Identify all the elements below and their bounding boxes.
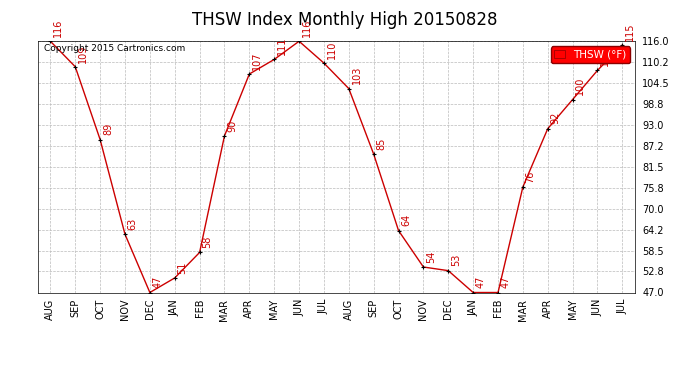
Text: 92: 92 [551, 112, 560, 125]
Point [244, 71, 255, 77]
Text: 116: 116 [53, 19, 63, 37]
Point [393, 228, 404, 234]
Point [70, 64, 81, 70]
Text: Copyright 2015 Cartronics.com: Copyright 2015 Cartronics.com [44, 44, 185, 53]
Text: 109: 109 [78, 44, 88, 63]
Point [219, 133, 230, 139]
Text: 47: 47 [476, 276, 486, 288]
Text: 116: 116 [302, 19, 312, 37]
Text: 47: 47 [152, 276, 163, 288]
Text: 100: 100 [575, 77, 585, 95]
Text: 85: 85 [377, 138, 386, 150]
Text: 47: 47 [501, 276, 511, 288]
Point [95, 136, 106, 142]
Point [194, 249, 205, 255]
Point [318, 60, 329, 66]
Text: 76: 76 [526, 170, 535, 183]
Text: 54: 54 [426, 251, 436, 263]
Text: 51: 51 [177, 261, 188, 274]
Text: 107: 107 [252, 51, 262, 70]
Point [493, 290, 504, 296]
Point [592, 68, 603, 74]
Point [119, 231, 130, 237]
Text: 89: 89 [103, 123, 113, 135]
Text: 108: 108 [600, 48, 610, 66]
Point [45, 38, 56, 44]
Text: 63: 63 [128, 218, 138, 230]
Point [418, 264, 429, 270]
Point [344, 86, 355, 92]
Point [368, 151, 380, 157]
Point [443, 268, 454, 274]
Point [617, 42, 628, 48]
Point [169, 275, 180, 281]
Text: 64: 64 [402, 214, 411, 226]
Point [468, 290, 479, 296]
Point [567, 96, 578, 102]
Text: 53: 53 [451, 254, 461, 267]
Text: THSW Index Monthly High 20150828: THSW Index Monthly High 20150828 [193, 11, 497, 29]
Text: 111: 111 [277, 37, 287, 55]
Text: 58: 58 [202, 236, 213, 248]
Legend: THSW (°F): THSW (°F) [551, 46, 629, 63]
Point [542, 126, 553, 132]
Point [293, 38, 304, 44]
Point [144, 290, 155, 296]
Point [518, 184, 529, 190]
Text: 115: 115 [625, 22, 635, 41]
Text: 103: 103 [352, 66, 362, 84]
Point [268, 57, 279, 63]
Text: 90: 90 [227, 120, 237, 132]
Text: 110: 110 [327, 40, 337, 59]
